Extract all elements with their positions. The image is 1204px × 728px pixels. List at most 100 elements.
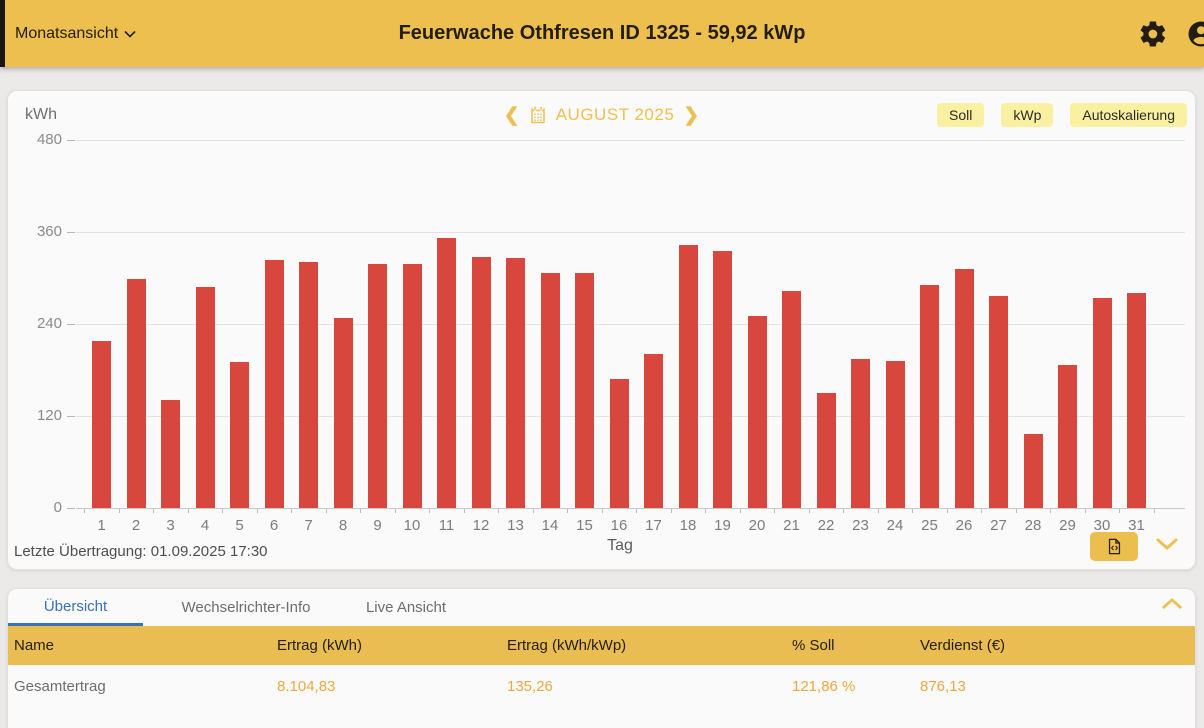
bar-day-25[interactable]: [920, 284, 939, 508]
x-axis-label-22: 22: [817, 517, 835, 534]
x-axis-label-31: 31: [1128, 517, 1145, 534]
bar-day-12[interactable]: [471, 256, 491, 508]
bar-day-19[interactable]: [713, 251, 732, 508]
bar-day-4[interactable]: [195, 287, 215, 508]
x-tick: [567, 509, 569, 513]
bar-day-1[interactable]: [92, 340, 111, 508]
x-tick: [1153, 509, 1155, 513]
x-tick: [187, 509, 189, 513]
gear-icon[interactable]: [1138, 19, 1168, 49]
x-tick: [946, 509, 948, 513]
column-header-soll: % Soll: [792, 637, 835, 654]
x-axis-label-26: 26: [955, 517, 973, 534]
bar-day-28[interactable]: [1023, 433, 1043, 508]
bar-day-8[interactable]: [333, 317, 353, 508]
bar-day-14[interactable]: [540, 272, 560, 508]
page-title: Feuerwache Othfresen ID 1325 - 59,92 kWp: [398, 22, 806, 44]
column-header-ertrag-kwh: Ertrag (kWh): [277, 637, 363, 654]
bar-day-5[interactable]: [230, 362, 249, 508]
x-tick: [739, 509, 741, 513]
export-button[interactable]: [1090, 532, 1138, 561]
tabs-row: Übersicht Wechselrichter-Info Live Ansic…: [8, 589, 1195, 626]
bar-day-20[interactable]: [747, 316, 767, 508]
gridline-360: [76, 232, 1185, 233]
bar-day-23[interactable]: [851, 358, 870, 508]
view-selector-dropdown[interactable]: Monatsansicht: [15, 25, 136, 43]
bar-day-11[interactable]: [437, 238, 456, 508]
previous-month-button[interactable]: ❮: [503, 104, 520, 126]
x-axis-label-25: 25: [921, 517, 938, 534]
x-axis-label-4: 4: [200, 517, 210, 534]
x-tick: [601, 509, 603, 513]
app-header: Monatsansicht Feuerwache Othfresen ID 13…: [0, 0, 1204, 67]
x-axis-label-15: 15: [576, 517, 593, 534]
bar-day-13[interactable]: [506, 258, 525, 508]
x-axis-label-29: 29: [1059, 517, 1076, 534]
bar-day-2[interactable]: [126, 278, 146, 508]
x-axis-label-8: 8: [338, 517, 348, 534]
bar-day-30[interactable]: [1092, 297, 1112, 508]
x-axis-label-14: 14: [541, 517, 559, 534]
next-month-button[interactable]: ❯: [683, 104, 700, 126]
x-tick: [877, 509, 879, 513]
gridline-0: [76, 508, 1185, 509]
x-tick: [774, 509, 776, 513]
row-verdienst-eur: 876,13: [920, 678, 966, 695]
x-tick: [394, 509, 396, 513]
collapse-panel-chevron-up-icon[interactable]: [1161, 597, 1183, 610]
x-axis-label-11: 11: [438, 517, 455, 534]
bar-day-9[interactable]: [368, 264, 387, 508]
calendar-icon[interactable]: [529, 106, 547, 124]
account-icon[interactable]: [1186, 19, 1204, 49]
bar-day-21[interactable]: [782, 291, 801, 508]
tab-wechselrichter-info[interactable]: Wechselrichter-Info: [181, 599, 311, 616]
y-axis-label-240: 240: [36, 315, 62, 332]
bar-day-15[interactable]: [575, 272, 594, 508]
x-axis-label-17: 17: [645, 517, 662, 534]
bar-day-27[interactable]: [989, 295, 1008, 508]
tab-uebersicht[interactable]: Übersicht: [8, 589, 143, 626]
bar-day-10[interactable]: [402, 264, 422, 508]
bar-day-7[interactable]: [299, 261, 318, 508]
x-tick: [256, 509, 258, 513]
bar-day-29[interactable]: [1058, 365, 1077, 508]
x-axis-label-30: 30: [1093, 517, 1111, 534]
gridline-240: [76, 324, 1185, 325]
bar-day-3[interactable]: [161, 399, 180, 508]
x-axis-label-27: 27: [990, 517, 1007, 534]
bar-day-17[interactable]: [644, 353, 663, 508]
scale-buttons: Soll kWp Autoskalierung: [937, 103, 1187, 127]
row-soll-pct: 121,86 %: [792, 678, 856, 695]
soll-button[interactable]: Soll: [937, 103, 985, 127]
bar-day-24[interactable]: [885, 360, 905, 508]
bar-day-6[interactable]: [264, 259, 284, 508]
y-tick: [67, 232, 75, 233]
autoscale-button[interactable]: Autoskalierung: [1070, 103, 1187, 127]
x-axis-title: Tag: [607, 537, 633, 554]
bar-day-16[interactable]: [609, 379, 629, 508]
x-tick: [636, 509, 638, 513]
x-tick: [808, 509, 810, 513]
x-axis-label-28: 28: [1024, 517, 1042, 534]
tab-live-ansicht[interactable]: Live Ansicht: [365, 599, 447, 616]
x-tick: [981, 509, 983, 513]
bar-day-18[interactable]: [678, 245, 698, 508]
kwp-button[interactable]: kWp: [1001, 103, 1054, 127]
x-axis-label-7: 7: [304, 517, 313, 534]
bar-day-26[interactable]: [954, 268, 974, 508]
view-selector-label: Monatsansicht: [15, 24, 119, 42]
details-panel: Übersicht Wechselrichter-Info Live Ansic…: [7, 588, 1196, 728]
row-ertrag-kwh: 8.104,83: [277, 678, 336, 695]
bar-day-22[interactable]: [816, 393, 836, 508]
x-axis-label-24: 24: [886, 517, 904, 534]
collapse-chart-chevron-down-icon[interactable]: [1155, 537, 1179, 551]
bar-day-31[interactable]: [1127, 293, 1146, 508]
x-axis-label-19: 19: [714, 517, 731, 534]
month-navigation: ❮ AUGUST 2025 ❯: [8, 105, 1195, 125]
x-tick: [498, 509, 500, 513]
table-row: Gesamtertrag 8.104,83 135,26 121,86 % 87…: [8, 665, 1195, 708]
chevron-down-icon: [124, 30, 136, 38]
column-header-name: Name: [14, 637, 55, 654]
month-label[interactable]: AUGUST 2025: [555, 105, 675, 124]
x-tick: [360, 509, 362, 513]
